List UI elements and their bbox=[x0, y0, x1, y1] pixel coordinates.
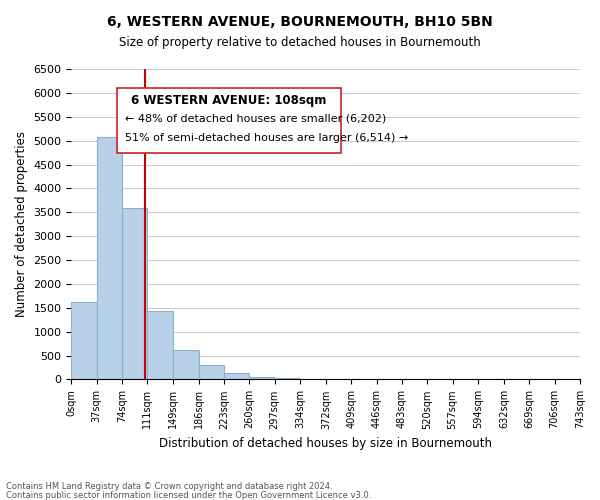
Text: ← 48% of detached houses are smaller (6,202): ← 48% of detached houses are smaller (6,… bbox=[125, 113, 386, 123]
X-axis label: Distribution of detached houses by size in Bournemouth: Distribution of detached houses by size … bbox=[159, 437, 492, 450]
Text: 6 WESTERN AVENUE: 108sqm: 6 WESTERN AVENUE: 108sqm bbox=[131, 94, 327, 108]
FancyBboxPatch shape bbox=[117, 88, 341, 153]
Bar bbox=[97, 137, 122, 380]
Bar bbox=[148, 311, 173, 380]
Text: 51% of semi-detached houses are larger (6,514) →: 51% of semi-detached houses are larger (… bbox=[125, 132, 408, 142]
Bar bbox=[122, 208, 148, 380]
Y-axis label: Number of detached properties: Number of detached properties bbox=[15, 131, 28, 317]
Bar bbox=[199, 365, 224, 380]
Bar bbox=[224, 372, 250, 380]
Bar bbox=[173, 350, 199, 380]
Text: Contains public sector information licensed under the Open Government Licence v3: Contains public sector information licen… bbox=[6, 490, 371, 500]
Text: 6, WESTERN AVENUE, BOURNEMOUTH, BH10 5BN: 6, WESTERN AVENUE, BOURNEMOUTH, BH10 5BN bbox=[107, 15, 493, 29]
Text: Contains HM Land Registry data © Crown copyright and database right 2024.: Contains HM Land Registry data © Crown c… bbox=[6, 482, 332, 491]
Text: Size of property relative to detached houses in Bournemouth: Size of property relative to detached ho… bbox=[119, 36, 481, 49]
Bar bbox=[275, 378, 300, 380]
Bar bbox=[250, 377, 275, 380]
Bar bbox=[71, 302, 97, 380]
